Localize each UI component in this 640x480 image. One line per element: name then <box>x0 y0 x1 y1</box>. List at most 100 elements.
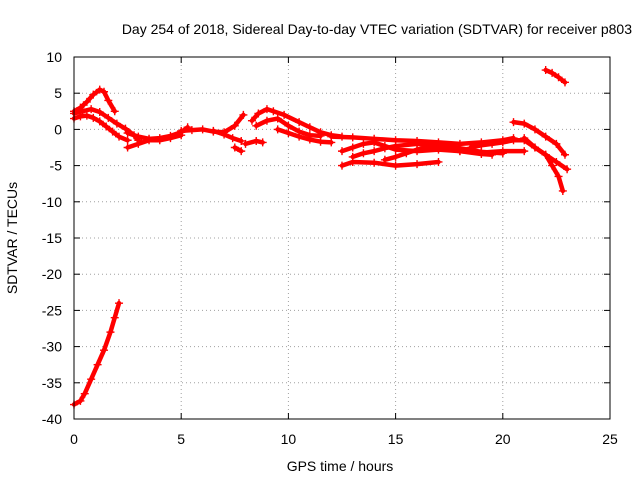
data-point <box>230 121 239 130</box>
data-point <box>477 141 486 150</box>
x-tick-label: 5 <box>177 431 185 447</box>
data-point <box>252 121 261 130</box>
data-point <box>187 126 196 135</box>
data-point <box>348 143 357 152</box>
data-point <box>359 139 368 148</box>
data-point <box>228 134 237 143</box>
y-tick-label: -35 <box>42 375 62 391</box>
data-point <box>123 136 132 145</box>
data-point <box>106 328 115 337</box>
data-point <box>93 360 102 369</box>
plot-frame <box>73 56 611 420</box>
data-point <box>209 126 218 135</box>
data-point <box>95 117 104 126</box>
series-trace <box>71 87 117 114</box>
data-point <box>380 144 389 153</box>
series-arc-17 <box>380 142 497 164</box>
data-point <box>100 346 109 355</box>
data-point <box>177 126 186 135</box>
data-point <box>488 139 497 148</box>
data-point <box>295 118 304 127</box>
data-point <box>554 73 563 82</box>
series-trace <box>249 106 345 139</box>
data-point <box>541 66 550 75</box>
data-point <box>108 127 117 136</box>
data-point <box>254 109 263 118</box>
data-point <box>273 125 282 134</box>
data-point <box>498 138 507 147</box>
data-point <box>348 133 357 142</box>
data-point <box>110 107 119 116</box>
data-point <box>560 78 569 87</box>
data-point <box>258 138 267 147</box>
data-point <box>239 110 248 119</box>
data-point <box>380 155 389 164</box>
data-point <box>423 142 432 151</box>
data-point <box>552 139 561 148</box>
data-point <box>413 145 422 154</box>
data-point <box>123 129 132 138</box>
data-point <box>82 97 91 106</box>
series-arc-22 <box>70 299 124 409</box>
data-point <box>434 157 443 166</box>
data-point <box>305 123 314 132</box>
chart-title: Day 254 of 2018, Sidereal Day-to-day VTE… <box>122 21 632 37</box>
data-point <box>89 113 98 122</box>
y-tick-label: -15 <box>42 230 62 246</box>
data-point <box>102 122 111 131</box>
data-point <box>104 113 113 122</box>
data-point <box>488 150 497 159</box>
data-point <box>100 87 109 96</box>
y-tick-labels: 10 5 0 -5 -10 -15 -20 -25 -30 -35 -40 <box>42 49 62 427</box>
data-point <box>455 147 464 156</box>
y-tick-label: -10 <box>42 194 62 210</box>
data-point <box>262 116 271 125</box>
series-trace <box>211 128 244 144</box>
data-point <box>466 143 475 152</box>
y-tick-label: -30 <box>42 339 62 355</box>
x-tick-label: 0 <box>70 431 78 447</box>
data-point <box>115 132 124 141</box>
data-series <box>70 66 572 409</box>
data-point <box>563 165 572 174</box>
y-axis-title: SDTVAR / TECUs <box>4 182 20 294</box>
data-point <box>237 147 246 156</box>
data-point <box>370 138 379 147</box>
data-point <box>269 107 278 116</box>
data-point <box>391 152 400 161</box>
data-point <box>509 136 518 145</box>
data-point <box>541 150 550 159</box>
data-point <box>82 111 91 120</box>
data-point <box>80 389 89 398</box>
data-point <box>520 119 529 128</box>
data-point <box>338 161 346 170</box>
x-tick-label: 25 <box>602 431 618 447</box>
data-point <box>530 143 539 152</box>
data-point <box>560 150 569 159</box>
series-trace <box>468 138 570 172</box>
series-arc-1 <box>70 85 119 116</box>
data-point <box>338 147 346 156</box>
data-point <box>123 143 132 152</box>
x-tick-labels: 0 5 10 15 20 25 <box>70 431 618 447</box>
data-point <box>391 161 400 170</box>
data-point <box>252 136 261 145</box>
y-tick-label: 5 <box>54 85 62 101</box>
series-arc-11 <box>252 114 325 140</box>
data-point <box>477 150 486 159</box>
data-point <box>530 125 539 134</box>
data-point <box>145 136 154 145</box>
series-arc-9 <box>241 136 267 148</box>
grid <box>74 57 610 419</box>
data-point <box>76 112 85 121</box>
data-point <box>284 129 293 138</box>
data-point <box>552 157 561 166</box>
data-point <box>284 121 293 130</box>
data-point <box>134 132 143 141</box>
data-point <box>541 132 550 141</box>
data-point <box>413 160 422 169</box>
series-arc-3 <box>70 111 132 145</box>
data-point <box>247 116 256 125</box>
y-tick-label: -20 <box>42 266 62 282</box>
x-axis-title: GPS time / hours <box>287 458 394 474</box>
